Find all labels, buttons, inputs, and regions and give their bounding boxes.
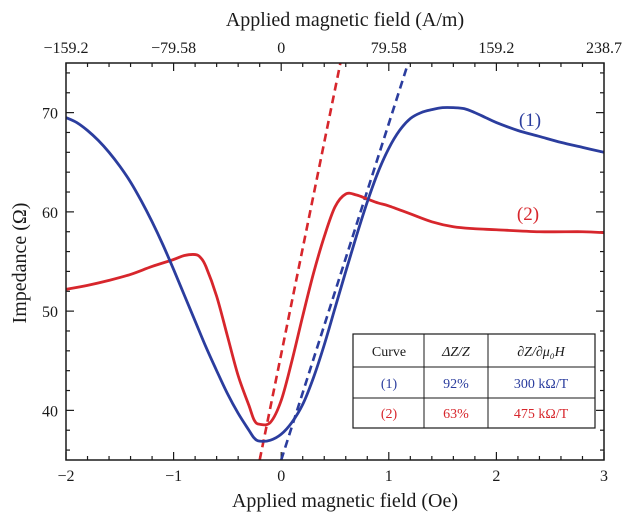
plot-frame bbox=[65, 62, 605, 461]
y-tick-label: 50 bbox=[42, 304, 58, 321]
table-row2-curve: (2) bbox=[381, 407, 398, 422]
inset-table: Curve ΔZ/Z ∂Z/∂μ₀H (1) 92% 300 kΩ/T (2) … bbox=[352, 333, 596, 429]
table-header-sens: ∂Z/∂μ₀H bbox=[517, 345, 565, 360]
tangent-line-2 bbox=[258, 63, 342, 460]
series-line-2 bbox=[66, 191, 604, 427]
tangent-lines bbox=[258, 63, 410, 460]
bottom-axis-title: Applied magnetic field (Oe) bbox=[232, 490, 458, 512]
x2-tick-label: 238.7 bbox=[586, 40, 622, 57]
x-tick-label: −1 bbox=[165, 468, 182, 485]
table-frame bbox=[352, 333, 596, 429]
y-axis-title: Impedance (Ω) bbox=[9, 203, 31, 324]
y-tick-label: 40 bbox=[42, 403, 58, 420]
table-header-curve: Curve bbox=[372, 345, 406, 360]
x2-tick-label: 0 bbox=[277, 40, 285, 57]
series-line-1 bbox=[66, 106, 604, 443]
x-tick-label: 2 bbox=[492, 468, 500, 485]
y-tick-label: 70 bbox=[42, 106, 58, 123]
table-row2-sens: 475 kΩ/T bbox=[514, 407, 569, 422]
y-tick-label: 60 bbox=[42, 205, 58, 222]
table-row2-dz: 63% bbox=[443, 407, 469, 422]
x-tick-label: 3 bbox=[600, 468, 608, 485]
table-header-dz: ΔZ/Z bbox=[441, 345, 470, 360]
x-tick-label: 1 bbox=[385, 468, 393, 485]
x-tick-label: −2 bbox=[57, 468, 74, 485]
ticks-layer: −2 −1 0 1 2 3 −159.2 −79.58 0 79.58 159.2 238.7 40 50… bbox=[42, 40, 622, 485]
top-axis-title: Applied magnetic field (A/m) bbox=[226, 9, 464, 31]
x2-tick-label: −79.58 bbox=[151, 40, 196, 57]
table-row1-sens: 300 kΩ/T bbox=[514, 377, 569, 392]
x2-tick-label: 159.2 bbox=[478, 40, 514, 57]
tangent-line-1 bbox=[279, 63, 410, 460]
series-label-2: (2) bbox=[517, 204, 539, 225]
table-row1-dz: 92% bbox=[443, 377, 469, 392]
x-tick-label: 0 bbox=[277, 468, 285, 485]
table-row1-curve: (1) bbox=[381, 377, 398, 392]
curves-layer bbox=[66, 106, 604, 443]
x2-tick-label: 79.58 bbox=[371, 40, 407, 57]
series-label-1: (1) bbox=[519, 110, 541, 131]
x2-tick-label: −159.2 bbox=[43, 40, 88, 57]
